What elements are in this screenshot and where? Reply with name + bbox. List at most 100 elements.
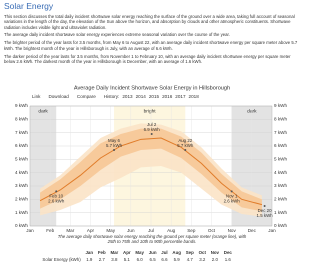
y2-tick-label: 7 kWh [274, 130, 287, 135]
table-header-cell: Sep [185, 250, 194, 255]
season-label: bright [144, 108, 157, 114]
y-tick-label: 7 kWh [15, 130, 28, 135]
annotation-point [230, 190, 233, 193]
annotation-point [150, 133, 153, 135]
page: Solar Energy This section discusses the … [4, 1, 300, 263]
x-tick-label: Mar [66, 228, 74, 233]
table-header-cell: Feb [97, 250, 106, 255]
annotation-point [184, 149, 187, 151]
annotation-date: Nov 1 [226, 193, 238, 198]
annotation-point [263, 205, 266, 207]
annotation-value: 6.9 kWh [144, 127, 161, 132]
paragraph: The darker period of the year lasts for … [4, 53, 291, 64]
paragraph: The average daily incident shortwave sol… [4, 32, 230, 38]
table-row: Solar Energy (kWh) 1.9 2.7 3.8 5.1 6.0 6.5 6.6 5… [40, 256, 234, 263]
summary-table: Jan Feb Mar Apr May Jun Jul Aug Sep Oct Nov Dec Sola… [40, 249, 234, 263]
history-year[interactable]: 2018 [189, 94, 200, 99]
table-header-cell: Nov [210, 250, 219, 255]
y-tick-label: 3 kWh [15, 183, 28, 188]
caption: The average daily shortwave solar energy… [58, 234, 247, 244]
table-header-cell: May [135, 250, 144, 255]
section-title: Solar Energy [4, 1, 54, 11]
download[interactable]: Download [48, 94, 69, 99]
caption-line: 25th to 75th and 10th to 90th percentile… [107, 239, 197, 244]
compare[interactable]: Compare [77, 94, 96, 99]
y-tick-label: 8 kWh [15, 117, 28, 122]
table-cell: 3.8 [111, 257, 118, 262]
table-cell: 6.6 [161, 257, 168, 262]
y2-tick-label: 0 kWh [274, 223, 287, 228]
paragraph: This section discusses the total daily i… [4, 14, 295, 30]
x-tick-label: Apr [87, 228, 95, 233]
percentile-band [40, 123, 262, 217]
history-year[interactable]: 2013 [122, 94, 133, 99]
table-header-cell: Jun [148, 250, 157, 255]
table-cell: 5.9 [173, 257, 180, 262]
annotation-value: 5.7 kWh [177, 143, 194, 148]
table-cell: 5.1 [123, 257, 130, 262]
y-tick-label: 5 kWh [15, 157, 28, 162]
plot-border [29, 105, 273, 227]
y2-tick-label: 4 kWh [274, 170, 287, 175]
x-tick-label: Aug [167, 228, 176, 233]
chart: Average Daily Incident Shortwave Solar E… [15, 85, 287, 244]
annotation-value: 1.5 kWh [257, 213, 274, 218]
x-tick-label: Nov [228, 228, 237, 233]
y-tick-label: 0 kWh [15, 223, 28, 228]
table-header-cell: Jan [85, 250, 94, 255]
season-label: dark [247, 108, 257, 114]
y-tick-label: 2 kWh [15, 197, 28, 202]
table-header-row: Jan Feb Mar Apr May Jun Jul Aug Sep Oct Nov Dec [40, 249, 234, 256]
link[interactable]: Link [32, 94, 41, 99]
percentile-band [40, 128, 262, 212]
x-tick-label: Feb [46, 228, 54, 233]
y2-tick-label: 1 kWh [274, 210, 287, 215]
history-year[interactable]: 2015 [149, 94, 160, 99]
table-cell: 3.2 [199, 257, 206, 262]
chart-title: Average Daily Incident Shortwave Solar E… [74, 85, 230, 91]
y-tick-label: 6 kWh [15, 143, 28, 148]
table-header-cell: Mar [110, 250, 119, 255]
table-cell: 2.7 [98, 257, 105, 262]
x-tick-label: Oct [208, 228, 216, 233]
table-header-cell: Apr [123, 250, 131, 255]
season-label: dark [38, 108, 48, 114]
table-cell: 1.9 [86, 257, 93, 262]
annotation-point [55, 190, 58, 193]
annotation-point [113, 149, 116, 151]
history-year[interactable]: 2017 [175, 94, 186, 99]
paragraphs: This section discusses the total daily i… [4, 14, 300, 67]
history-label: History: [104, 94, 120, 99]
x-tick-label: May [106, 228, 115, 233]
table-cell: 1.6 [224, 257, 231, 262]
annotation-value: 5.7 kWh [106, 143, 123, 148]
table-header-cell: Aug [172, 250, 181, 255]
paragraph: The brighter period of the year lasts fo… [4, 40, 298, 51]
annotation-date: Aug 22 [178, 138, 192, 143]
table-header-cell: Jul [161, 250, 168, 255]
y2-tick-label: 9 kWh [274, 103, 287, 108]
y-tick-label: 9 kWh [15, 103, 28, 108]
table-header-cell: Oct [198, 250, 206, 255]
average-line [39, 137, 263, 206]
y-tick-label: 4 kWh [15, 170, 28, 175]
annotation-value: 2.6 kWh [48, 198, 65, 203]
y2-tick-label: 5 kWh [274, 157, 287, 162]
x-tick-label: Jul [148, 228, 154, 233]
history-year[interactable]: 2014 [136, 94, 147, 99]
table-cell: 6.0 [136, 257, 143, 262]
history-year[interactable]: 2016 [162, 94, 173, 99]
table-cell: 6.5 [149, 257, 156, 262]
caption-line: The average daily shortwave solar energy… [58, 234, 247, 239]
annotation-date: Feb 10 [49, 193, 63, 198]
annotation-date: Jul 2 [147, 122, 157, 127]
y2-tick-label: 8 kWh [274, 117, 287, 122]
table-corner [40, 249, 83, 256]
y2-tick-label: 2 kWh [274, 197, 287, 202]
table-cell: 4.7 [186, 257, 193, 262]
table-header-cell: Dec [223, 250, 232, 255]
y2-tick-label: 6 kWh [274, 143, 287, 148]
y-tick-label: 1 kWh [15, 210, 28, 215]
table-row-label: Solar Energy (kWh) [42, 257, 81, 262]
x-tick-label: Jun [127, 228, 135, 233]
